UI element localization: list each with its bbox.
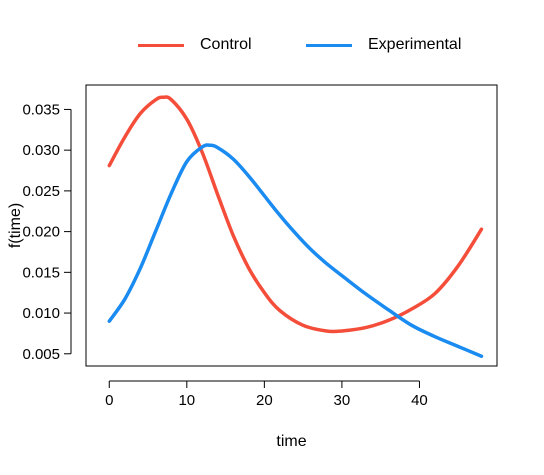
legend-swatch-control (138, 43, 184, 47)
legend-label-experimental: Experimental (368, 36, 462, 53)
legend-swatch-experimental (306, 43, 352, 47)
y-tick-label: 0.015 (22, 264, 60, 281)
x-tick-label: 10 (178, 392, 195, 409)
series-line-control (107, 95, 484, 334)
y-tick-label: 0.035 (22, 101, 60, 118)
x-tick-label: 30 (334, 392, 351, 409)
y-tick-label: 0.020 (22, 224, 60, 241)
series-line-experimental (107, 143, 484, 358)
legend: Control Experimental (0, 36, 544, 60)
series-layer (107, 95, 484, 358)
x-tick-label: 40 (411, 392, 428, 409)
y-tick-label: 0.010 (22, 305, 60, 322)
y-axis: 0.005 0.010 0.015 0.020 0.025 0.030 0.035 (22, 101, 72, 363)
legend-item-control: Control (138, 36, 252, 54)
y-tick-label: 0.030 (22, 142, 60, 159)
y-tick-label: 0.005 (22, 346, 60, 363)
x-axis: 0 10 20 30 40 (105, 380, 428, 409)
y-axis-title: f(time) (7, 203, 24, 248)
x-tick-label: 20 (256, 392, 273, 409)
legend-item-experimental: Experimental (306, 36, 461, 54)
legend-label-control: Control (200, 36, 252, 53)
y-tick-label: 0.025 (22, 183, 60, 200)
x-tick-label: 0 (105, 392, 113, 409)
plot-frame (85, 84, 498, 367)
x-axis-title: time (276, 433, 306, 450)
